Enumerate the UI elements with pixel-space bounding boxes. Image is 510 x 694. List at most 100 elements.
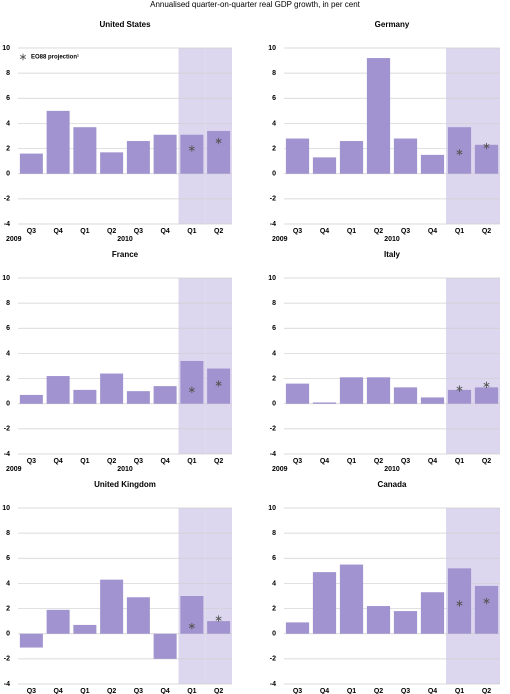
bar bbox=[285, 622, 310, 634]
y-tick-label: 8 bbox=[272, 530, 276, 537]
bar bbox=[153, 386, 177, 404]
x-tick-label: Q2 bbox=[214, 228, 223, 235]
bar bbox=[19, 394, 43, 404]
y-tick-label: 10 bbox=[2, 505, 10, 512]
x-tick-label: Q3 bbox=[134, 228, 143, 235]
bar bbox=[285, 383, 310, 404]
y-tick-label: 6 bbox=[6, 555, 10, 562]
y-tick-label: 8 bbox=[272, 70, 276, 77]
x-tick-label: Q3 bbox=[134, 688, 143, 694]
bar bbox=[46, 376, 70, 404]
x-tick-label: Q4 bbox=[53, 458, 62, 465]
x-tick-label: Q2 bbox=[107, 458, 116, 465]
y-tick-label: 8 bbox=[6, 530, 10, 537]
year-label: 2009 bbox=[6, 466, 22, 473]
y-tick-label: -4 bbox=[270, 681, 276, 688]
y-tick-label: 6 bbox=[272, 325, 276, 332]
bar bbox=[339, 377, 364, 404]
projection-marker bbox=[215, 137, 222, 145]
bar bbox=[19, 153, 43, 174]
bar bbox=[420, 154, 445, 174]
year-label: 2010 bbox=[384, 236, 400, 243]
x-tick-label: Q2 bbox=[482, 458, 491, 465]
x-tick-label: Q3 bbox=[27, 228, 36, 235]
x-tick-label: Q4 bbox=[428, 458, 437, 465]
subtitle: Annualised quarter-on-quarter real GDP g… bbox=[150, 0, 361, 9]
bar bbox=[474, 387, 499, 404]
x-tick-label: Q3 bbox=[27, 688, 36, 694]
bar bbox=[285, 138, 310, 174]
x-tick-label: Q3 bbox=[401, 228, 410, 235]
y-tick-label: 8 bbox=[272, 300, 276, 307]
x-tick-label: Q1 bbox=[187, 688, 196, 694]
year-label: 2010 bbox=[117, 466, 133, 473]
x-tick-label: Q1 bbox=[80, 458, 89, 465]
year-label: 2009 bbox=[272, 466, 288, 473]
projection-marker bbox=[483, 142, 490, 150]
bar bbox=[366, 58, 391, 174]
y-tick-label: 4 bbox=[6, 350, 10, 357]
x-tick-label: Q3 bbox=[27, 458, 36, 465]
bar bbox=[474, 585, 499, 634]
x-tick-label: Q2 bbox=[482, 228, 491, 235]
y-tick-label: 0 bbox=[272, 171, 276, 178]
y-tick-label: -2 bbox=[270, 426, 276, 433]
x-tick-label: Q1 bbox=[455, 458, 464, 465]
x-tick-label: Q3 bbox=[293, 688, 302, 694]
bar bbox=[46, 609, 70, 634]
y-tick-label: 0 bbox=[272, 401, 276, 408]
y-tick-label: 4 bbox=[272, 580, 276, 587]
projection-shade bbox=[446, 278, 473, 454]
x-tick-label: Q1 bbox=[347, 688, 356, 694]
bar bbox=[126, 141, 150, 174]
y-tick-label: 0 bbox=[6, 631, 10, 638]
projection-marker bbox=[456, 600, 463, 607]
chart-title: Germany bbox=[375, 20, 410, 29]
y-tick-label: 2 bbox=[6, 375, 10, 382]
x-tick-label: Q2 bbox=[107, 228, 116, 235]
x-tick-label: Q2 bbox=[374, 458, 383, 465]
bar bbox=[207, 130, 231, 174]
bar bbox=[420, 397, 445, 404]
y-tick-label: 4 bbox=[272, 350, 276, 357]
bar bbox=[100, 373, 124, 404]
x-tick-label: Q1 bbox=[187, 228, 196, 235]
chart-title: Canada bbox=[378, 480, 407, 489]
x-tick-label: Q4 bbox=[160, 688, 169, 694]
projection-marker bbox=[483, 597, 490, 605]
projection-marker bbox=[188, 145, 195, 152]
y-tick-label: 2 bbox=[6, 605, 10, 612]
y-tick-label: 10 bbox=[2, 275, 10, 282]
x-tick-label: Q1 bbox=[347, 458, 356, 465]
chart-title: France bbox=[112, 250, 139, 259]
projection-marker bbox=[215, 615, 222, 622]
x-tick-label: Q2 bbox=[107, 688, 116, 694]
bar bbox=[180, 360, 204, 404]
bar bbox=[312, 572, 337, 634]
bar bbox=[73, 624, 97, 634]
x-tick-label: Q1 bbox=[347, 228, 356, 235]
y-tick-label: 8 bbox=[6, 300, 10, 307]
x-tick-label: Q2 bbox=[214, 458, 223, 465]
bar bbox=[153, 134, 177, 174]
y-tick-label: 0 bbox=[6, 171, 10, 178]
y-tick-label: 4 bbox=[272, 120, 276, 127]
projection-shade bbox=[473, 48, 500, 224]
projection-shade bbox=[473, 278, 500, 454]
x-tick-label: Q4 bbox=[160, 458, 169, 465]
y-tick-label: -4 bbox=[4, 221, 10, 228]
bar bbox=[393, 611, 418, 634]
x-tick-label: Q3 bbox=[401, 688, 410, 694]
y-tick-label: -2 bbox=[270, 656, 276, 663]
bar bbox=[393, 387, 418, 404]
bar bbox=[339, 564, 364, 634]
y-tick-label: 10 bbox=[2, 45, 10, 52]
bar bbox=[207, 621, 231, 634]
projection-shade bbox=[205, 278, 232, 454]
bar bbox=[153, 633, 177, 659]
projection-marker bbox=[456, 149, 463, 156]
year-label: 2010 bbox=[117, 236, 133, 243]
x-tick-label: Q1 bbox=[455, 688, 464, 694]
x-tick-label: Q3 bbox=[401, 458, 410, 465]
